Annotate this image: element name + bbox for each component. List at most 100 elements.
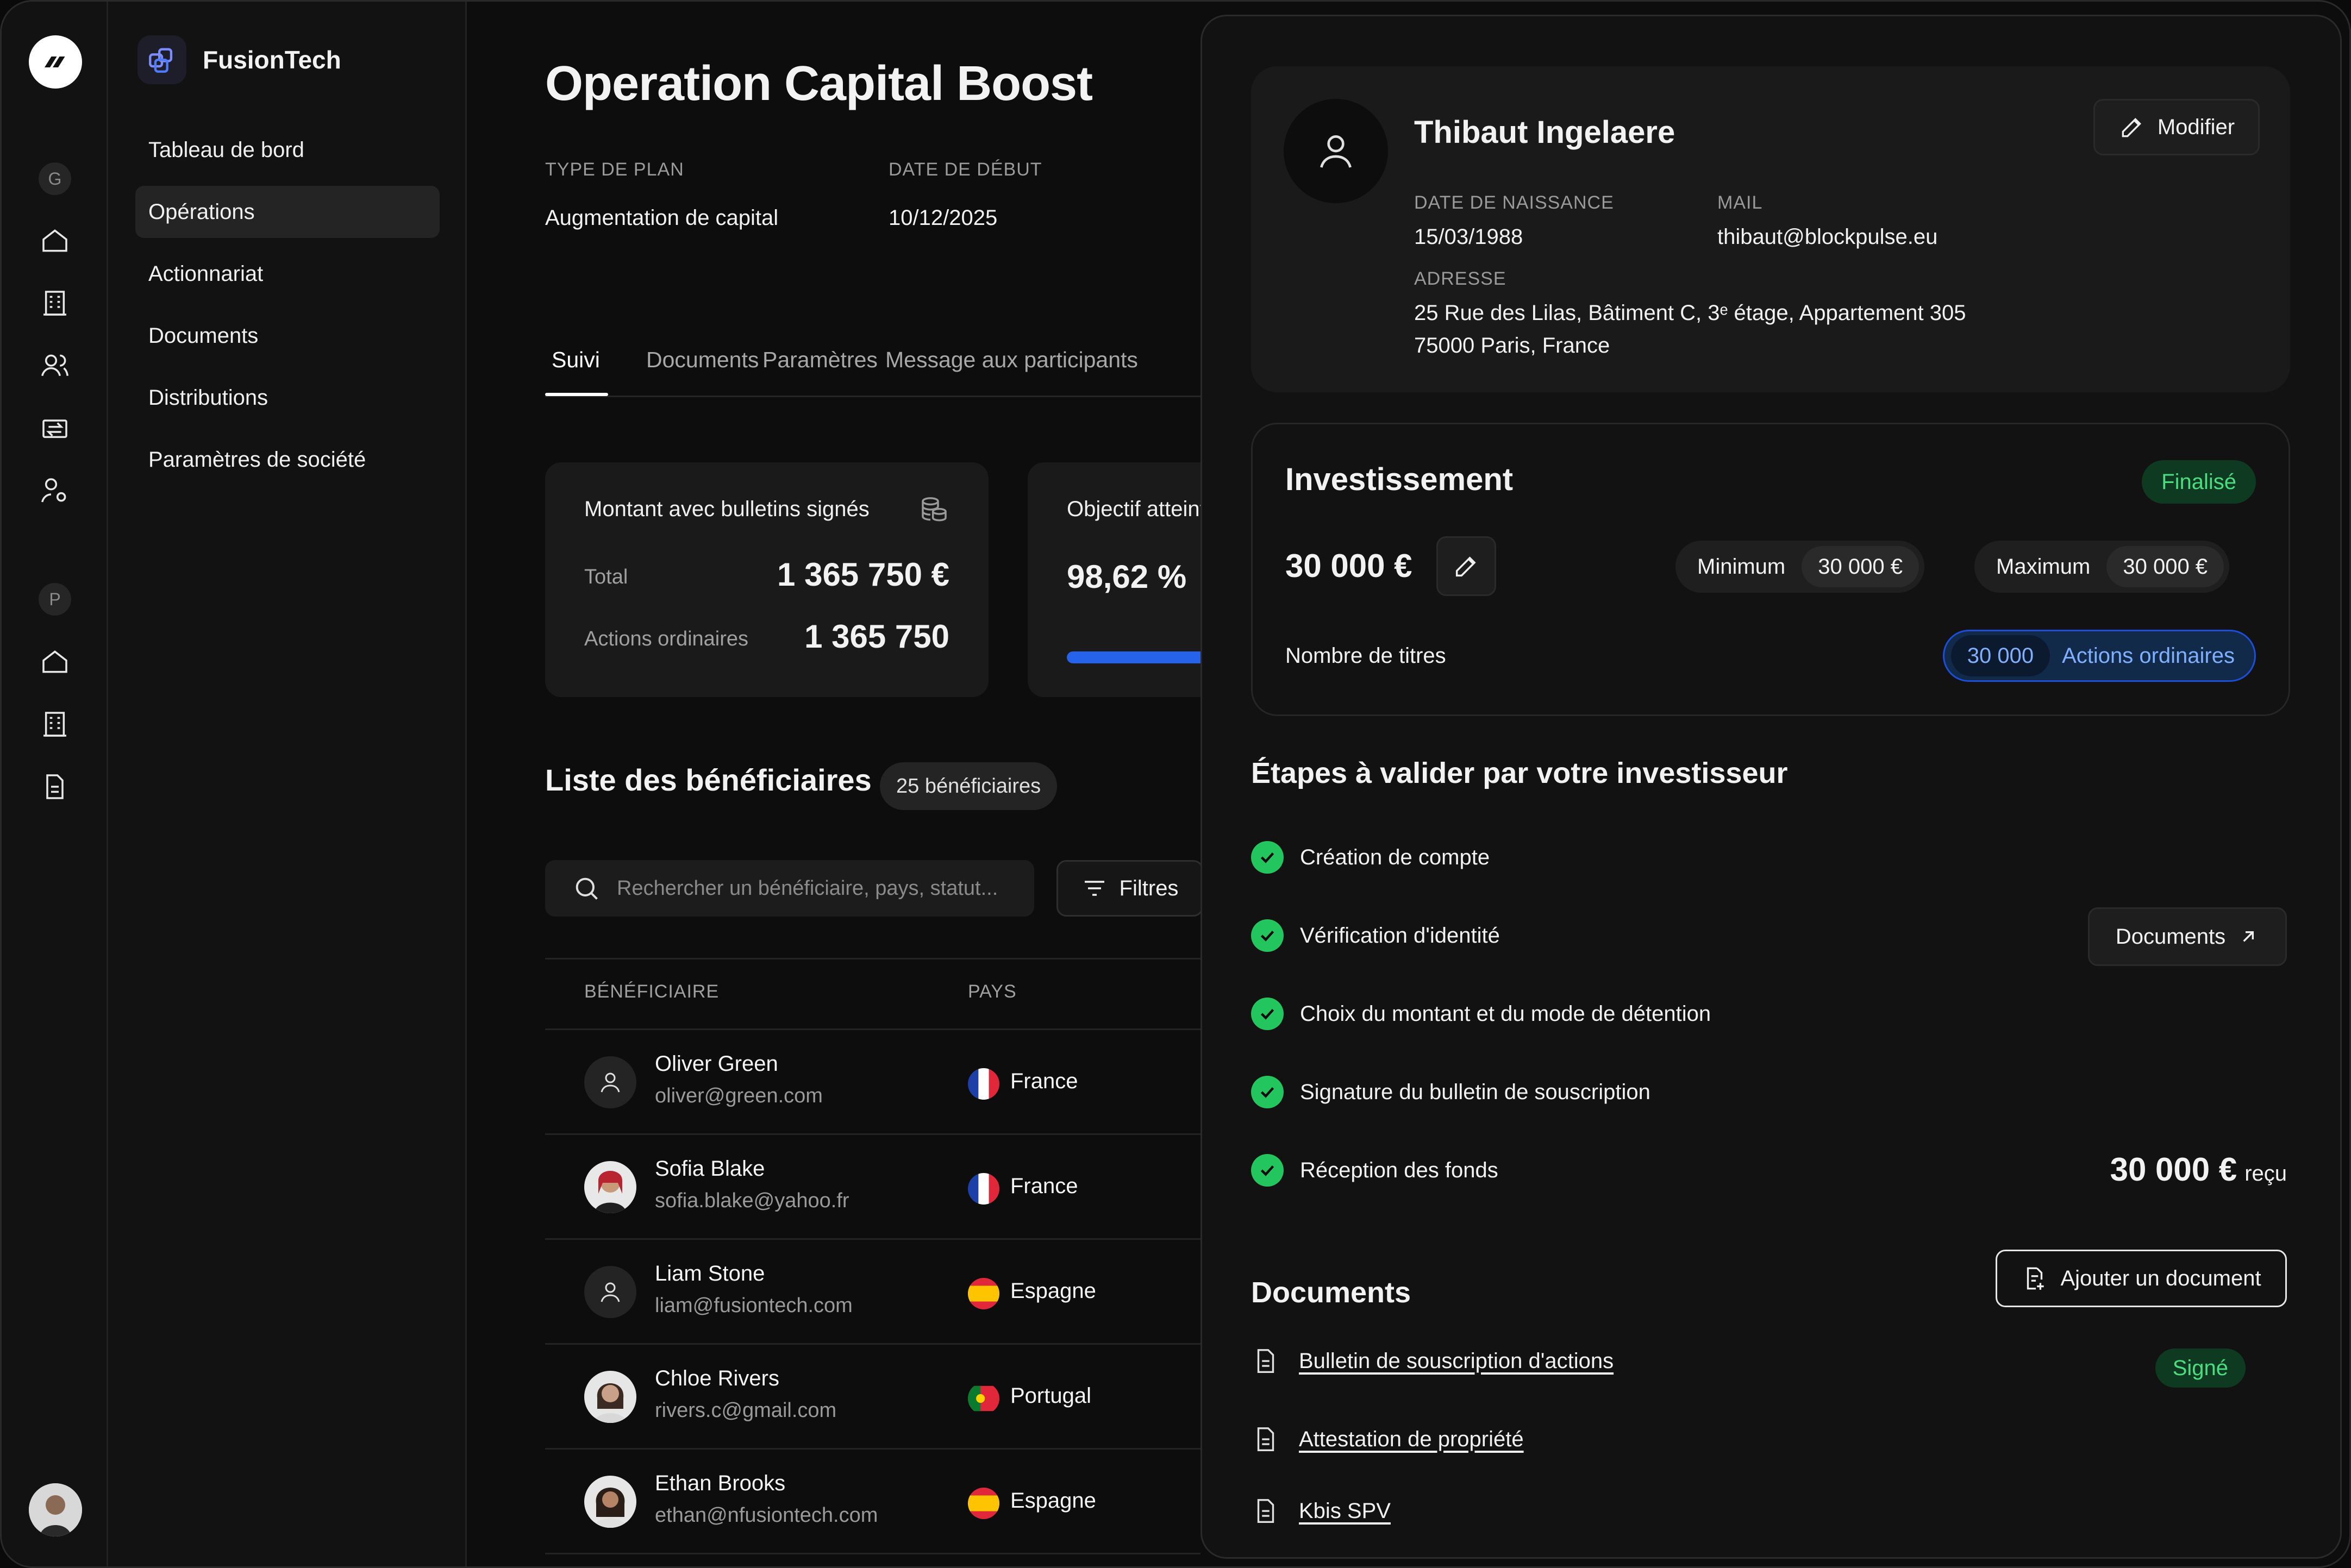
step-label: Réception des fonds xyxy=(1300,1158,1498,1182)
beneficiary-email: rivers.c@gmail.com xyxy=(655,1399,837,1422)
beneficiary-name: Sofia Blake xyxy=(655,1157,765,1181)
step-label: Vérification d'identité xyxy=(1300,923,1500,948)
minimum-pill: Minimum 30 000 € xyxy=(1675,541,1924,593)
beneficiary-email: liam@fusiontech.com xyxy=(655,1294,853,1317)
france-flag-icon xyxy=(968,1173,999,1205)
titles-type: Actions ordinaires xyxy=(2062,643,2235,668)
start-date-label: DATE DE DÉBUT xyxy=(889,159,1042,180)
shares-label: Actions ordinaires xyxy=(584,628,749,650)
filter-icon xyxy=(1084,881,1104,896)
table-row[interactable]: Chloe Rivers rivers.c@gmail.com Portugal xyxy=(545,1345,1200,1448)
beneficiaries-count-badge: 25 bénéficiaires xyxy=(880,762,1058,810)
beneficiary-name: Chloe Rivers xyxy=(655,1366,779,1390)
birth-date-value: 15/03/1988 xyxy=(1414,225,1523,249)
user-avatar[interactable] xyxy=(29,1483,82,1536)
edit-label: Modifier xyxy=(2157,115,2235,139)
user-placeholder-icon xyxy=(584,1056,636,1108)
titles-value: 30 000 xyxy=(1950,635,2050,676)
portugal-flag-icon xyxy=(968,1383,999,1414)
coins-icon xyxy=(919,495,949,528)
objective-value: 98,62 % xyxy=(1067,559,1187,595)
titles-pill: 30 000 Actions ordinaires xyxy=(1942,630,2256,682)
building-icon-2[interactable] xyxy=(39,708,71,741)
home-icon-2[interactable] xyxy=(39,645,71,678)
step-item: Vérification d'identité xyxy=(1251,919,1500,952)
search-placeholder: Rechercher un bénéficiaire, pays, statut… xyxy=(617,876,998,900)
objective-progress-track xyxy=(1067,651,1200,663)
document-item[interactable]: Bulletin de souscription d'actions xyxy=(1251,1346,1614,1376)
document-item[interactable]: Kbis SPV xyxy=(1251,1496,1391,1526)
nav-item-distributions[interactable]: Distributions xyxy=(148,385,268,410)
tab-documents[interactable]: Documents xyxy=(646,347,759,372)
col-header-beneficiary[interactable]: BÉNÉFICIAIRE xyxy=(584,981,720,1002)
shares-value: 1 365 750 xyxy=(804,618,949,655)
nav-item-shareholding[interactable]: Actionnariat xyxy=(148,261,264,286)
workspace-p-badge[interactable]: P xyxy=(39,583,71,616)
mail-value[interactable]: thibaut@blockpulse.eu xyxy=(1717,225,1938,249)
app-logo[interactable] xyxy=(29,35,82,89)
document-icon[interactable] xyxy=(39,770,71,803)
company-switcher[interactable]: FusionTech xyxy=(137,35,341,84)
users-icon[interactable] xyxy=(39,349,71,382)
status-badge: Finalisé xyxy=(2142,460,2256,504)
spain-flag-icon xyxy=(968,1278,999,1309)
minimum-label: Minimum xyxy=(1697,554,1786,579)
filter-button[interactable]: Filtres xyxy=(1056,860,1200,917)
company-logo-icon xyxy=(137,35,186,84)
step-item: Création de compte xyxy=(1251,841,1490,874)
table-header-divider xyxy=(545,1028,1200,1030)
step-documents-button[interactable]: Documents xyxy=(2088,907,2287,966)
transfer-icon[interactable] xyxy=(39,412,71,444)
received-amount: 30 000 € reçu xyxy=(2110,1151,2287,1188)
beneficiary-email: sofia.blake@yahoo.fr xyxy=(655,1189,849,1212)
edit-amount-button[interactable] xyxy=(1436,536,1496,596)
logo-icon xyxy=(45,57,65,67)
search-input[interactable]: Rechercher un bénéficiaire, pays, statut… xyxy=(545,860,1034,917)
mail-label: MAIL xyxy=(1717,192,1763,213)
check-icon xyxy=(1251,1076,1284,1108)
tab-suivi[interactable]: Suivi xyxy=(552,347,600,372)
maximum-value: 30 000 € xyxy=(2106,546,2224,587)
beneficiary-name: Liam Stone xyxy=(655,1262,765,1285)
add-document-button[interactable]: Ajouter un document xyxy=(1996,1250,2287,1307)
step-documents-label: Documents xyxy=(2115,924,2226,949)
table-row[interactable]: Oliver Green oliver@green.com France xyxy=(545,1030,1200,1133)
nav-item-documents[interactable]: Documents xyxy=(148,323,259,348)
document-link[interactable]: Bulletin de souscription d'actions xyxy=(1299,1349,1614,1373)
documents-title: Documents xyxy=(1251,1276,1411,1309)
document-link[interactable]: Kbis SPV xyxy=(1299,1498,1391,1523)
beneficiary-avatar xyxy=(584,1161,636,1213)
building-icon[interactable] xyxy=(39,287,71,319)
table-row[interactable]: Sofia Blake sofia.blake@yahoo.fr France xyxy=(545,1135,1200,1238)
document-link[interactable]: Attestation de propriété xyxy=(1299,1427,1524,1451)
document-item[interactable]: Attestation de propriété xyxy=(1251,1425,1524,1454)
user-settings-icon[interactable] xyxy=(39,474,71,507)
table-row[interactable]: Liam Stone liam@fusiontech.com Espagne xyxy=(545,1240,1200,1343)
france-flag-icon xyxy=(968,1068,999,1100)
steps-title: Étapes à valider par votre investisseur xyxy=(1251,757,1788,789)
step-label: Choix du montant et du mode de détention xyxy=(1300,1001,1711,1026)
beneficiary-name: Ethan Brooks xyxy=(655,1471,786,1495)
arrow-up-right-icon xyxy=(2243,931,2254,942)
home-icon[interactable] xyxy=(39,224,71,257)
workspace-g-badge[interactable]: G xyxy=(39,162,71,195)
nav-item-operations[interactable]: Opérations xyxy=(135,186,440,238)
row-divider xyxy=(545,1553,1200,1554)
nav-item-company-settings[interactable]: Paramètres de société xyxy=(148,447,366,472)
maximum-pill: Maximum 30 000 € xyxy=(1974,541,2230,593)
beneficiary-country: Espagne xyxy=(1010,1489,1096,1513)
col-header-country[interactable]: PAYS xyxy=(968,981,1017,1002)
tab-message[interactable]: Message aux participants xyxy=(885,347,1138,372)
main-content: Operation Capital Boost TYPE DE PLAN Aug… xyxy=(467,2,1200,1566)
beneficiary-email: oliver@green.com xyxy=(655,1084,823,1107)
plan-type-label: TYPE DE PLAN xyxy=(545,159,684,180)
edit-investor-button[interactable]: Modifier xyxy=(2093,99,2260,155)
pencil-icon xyxy=(2122,118,2141,137)
row-divider xyxy=(545,1238,1200,1240)
table-row[interactable]: Ethan Brooks ethan@nfusiontech.com Espag… xyxy=(545,1450,1200,1553)
objective-title: Objectif atteint xyxy=(1067,497,1200,521)
minimum-value: 30 000 € xyxy=(1802,546,1919,587)
tab-parametres[interactable]: Paramètres xyxy=(762,347,878,372)
nav-item-dashboard[interactable]: Tableau de bord xyxy=(148,137,304,162)
step-label: Signature du bulletin de souscription xyxy=(1300,1080,1650,1104)
